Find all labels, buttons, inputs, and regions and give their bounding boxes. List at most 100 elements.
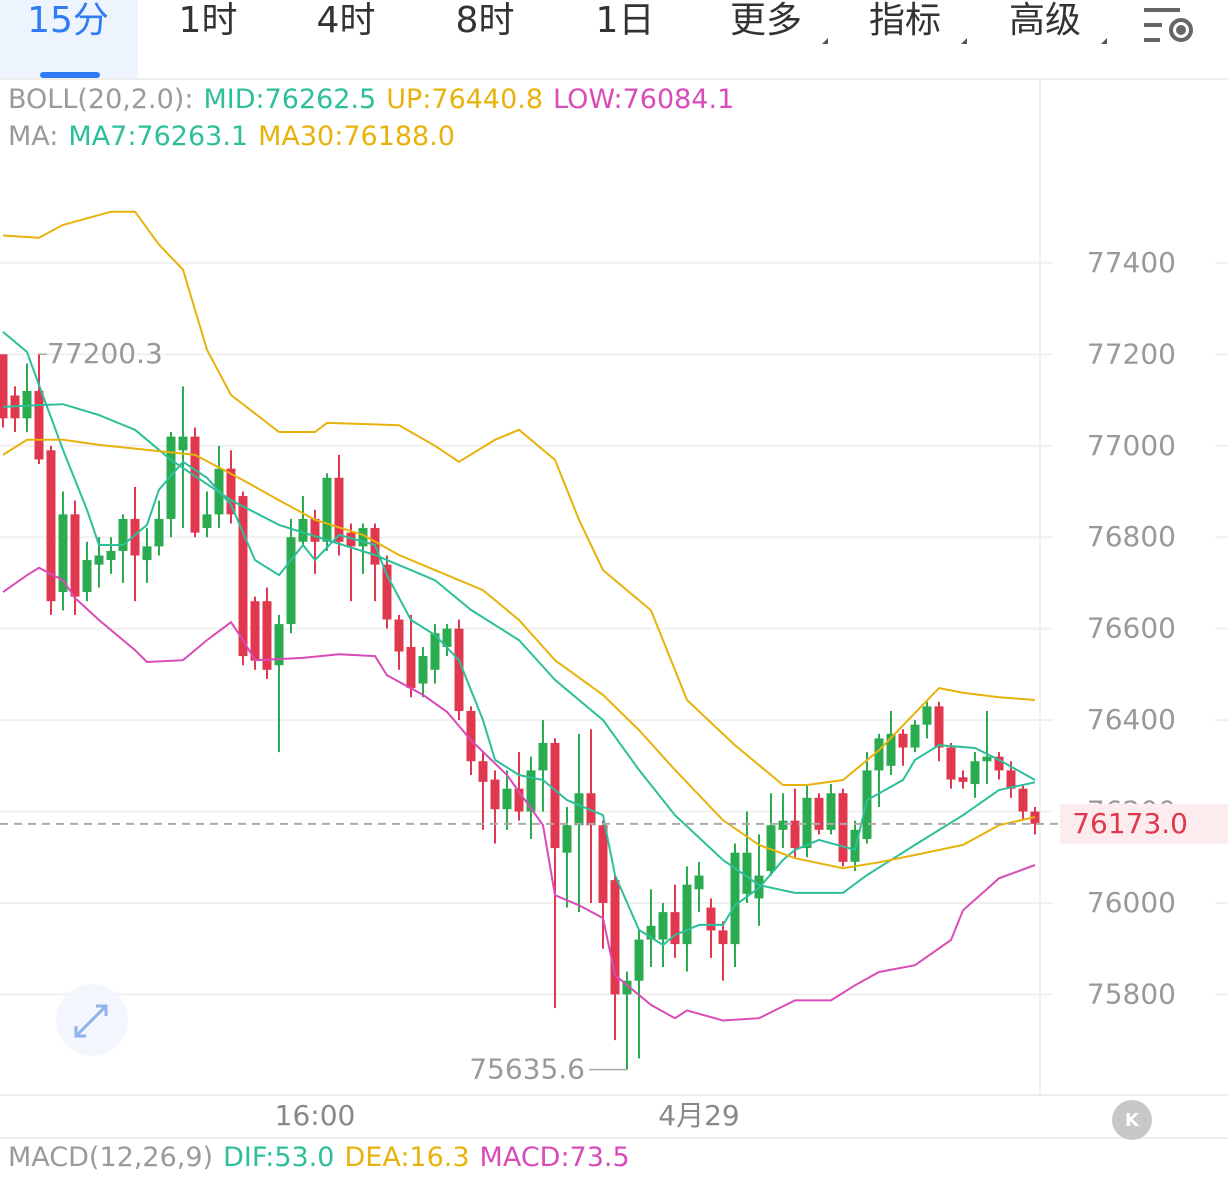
candle-body (526, 770, 536, 812)
candle-body (82, 560, 92, 593)
y-tick-label: 76400 (1087, 703, 1176, 736)
candle-body (982, 756, 992, 762)
tab[interactable]: 指标 (869, 0, 941, 41)
legend-entry: DIF:53.0 (223, 1142, 334, 1173)
y-tick-label: 77000 (1087, 429, 1176, 462)
tab[interactable]: 1日 (596, 0, 655, 41)
last-price-bg (1060, 803, 1228, 844)
candle-body (706, 907, 716, 931)
candle-body (334, 477, 344, 542)
legend-entry: DEA:16.3 (344, 1142, 469, 1173)
candle-body (466, 710, 476, 762)
legend-row: MA: MA7:76263.1 MA30:76188.0 (8, 121, 455, 152)
candle-body (718, 930, 728, 945)
low-label: 75635.6 (469, 1053, 585, 1086)
candle-body (838, 793, 848, 862)
candle-body (154, 518, 164, 547)
candle-body (406, 646, 416, 689)
expand-button[interactable] (56, 984, 128, 1056)
candle-body (910, 724, 920, 748)
candle-body (358, 528, 368, 547)
candle-body (598, 825, 608, 903)
tab[interactable]: 15分 (27, 0, 109, 41)
candle-body (94, 555, 104, 565)
tab[interactable]: 4时 (317, 0, 376, 41)
candle-body (382, 564, 392, 620)
dropdown-caret (1101, 38, 1107, 44)
legend-entry: LOW:76084.1 (553, 84, 734, 115)
candle-body (970, 761, 980, 785)
candle-body (886, 733, 896, 766)
legend-entry: MACD:73.5 (480, 1142, 630, 1173)
candle-body (118, 518, 128, 551)
plot-area: 7580076000762007640076600768007700077200… (0, 210, 1228, 1132)
candle-body (190, 436, 200, 533)
legend-entry: UP:76440.8 (386, 84, 543, 115)
indicator-line (2, 566, 1036, 1022)
legend-entry: MACD(12,26,9) (8, 1142, 213, 1173)
candle-body (70, 514, 80, 597)
legend-entry: MID:76262.5 (203, 84, 376, 115)
kline-button[interactable]: K (1112, 1100, 1152, 1140)
svg-text:K: K (1125, 1110, 1140, 1131)
candle-body (430, 633, 440, 670)
candle-body (298, 518, 308, 542)
y-tick-label: 75800 (1087, 977, 1176, 1010)
legend-row: MACD(12,26,9) DIF:53.0 DEA:16.3 MACD:73.5 (8, 1142, 630, 1173)
dropdown-caret (822, 38, 828, 44)
candle-body (574, 793, 584, 826)
legend-entry: MA: (8, 121, 58, 152)
candle-body (1018, 788, 1028, 812)
candle-body (166, 436, 176, 519)
tab[interactable]: 高级 (1009, 0, 1081, 41)
candle-body (802, 797, 812, 849)
settings-icon[interactable] (1144, 8, 1193, 42)
candle-body (958, 777, 968, 782)
candle-body (634, 939, 644, 981)
candle-body (670, 912, 680, 945)
candle-body (178, 436, 188, 451)
indicator-line (2, 210, 1036, 786)
tab[interactable]: 1时 (179, 0, 238, 41)
candle-body (994, 756, 1004, 771)
candle-body (454, 628, 464, 711)
candle-body (346, 532, 356, 547)
candle-body (814, 797, 824, 830)
candle-body (250, 601, 260, 661)
y-tick-label: 77200 (1087, 337, 1176, 370)
candle-body (742, 852, 752, 894)
legend-entry: BOLL(20,2.0): (8, 84, 193, 115)
candle-body (58, 514, 68, 593)
candle-body (310, 518, 320, 542)
y-tick-label: 76000 (1087, 886, 1176, 919)
legend-entry: MA30:76188.0 (258, 121, 455, 152)
candle-body (442, 628, 452, 647)
x-tick-label: 16:00 (275, 1099, 356, 1132)
y-tick-label: 76800 (1087, 520, 1176, 553)
high-label: 77200.3 (47, 337, 163, 370)
candle-body (790, 820, 800, 849)
tab[interactable]: 更多 (730, 0, 802, 41)
indicator-line (2, 331, 1036, 947)
candle-body (274, 624, 284, 666)
indicator-line (2, 438, 1036, 870)
candle-body (130, 518, 140, 556)
candle-body (826, 793, 836, 830)
candle-body (538, 742, 548, 771)
candle-body (0, 354, 8, 419)
legend-row: BOLL(20,2.0): MID:76262.5 UP:76440.8 LOW:76… (8, 84, 734, 115)
candle-body (514, 788, 524, 812)
candle-body (694, 875, 704, 890)
candle-body (550, 742, 560, 849)
candle-body (262, 601, 272, 670)
candle-body (658, 912, 668, 940)
candle-body (730, 852, 740, 945)
tab[interactable]: 8时 (456, 0, 515, 41)
candle-body (502, 788, 512, 810)
candle-body (202, 514, 212, 529)
candle-body (934, 706, 944, 748)
candle-body (106, 550, 116, 561)
y-tick-label: 76600 (1087, 612, 1176, 645)
legend-entry: MA7:76263.1 (68, 121, 248, 152)
candle-body (418, 656, 428, 684)
